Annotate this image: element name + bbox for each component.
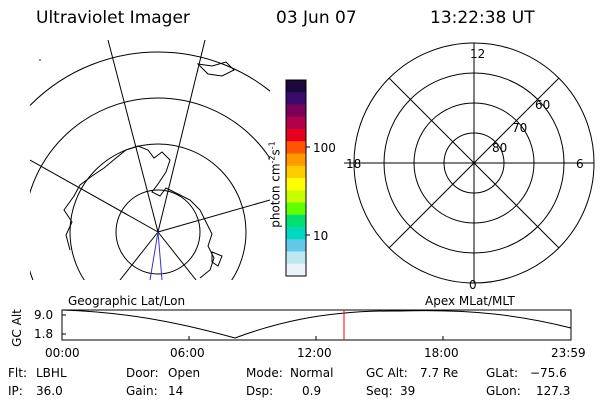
colorbar-segment	[286, 190, 306, 203]
gain-label: Gain:	[126, 384, 158, 398]
dsp-value: 0.9	[302, 384, 322, 398]
geo-meridian-3	[157, 199, 270, 233]
geo-lat-circle-4	[30, 51, 270, 107]
glat-value: −75.6	[530, 366, 567, 380]
door-label: Door:	[126, 366, 159, 380]
x-tick-label-2359: 23:59	[551, 346, 586, 360]
geo-meridian-6	[157, 40, 206, 233]
mlt-label-18: 18	[346, 157, 362, 171]
date-label: 03 Jun 07	[276, 8, 357, 28]
colorbar-segment	[286, 92, 306, 105]
instrument-title: Ultraviolet Imager	[36, 8, 190, 28]
colorbar-frame	[285, 79, 307, 277]
x-tick-label-0000: 00:00	[45, 346, 80, 360]
seq-label: Seq:	[366, 384, 393, 398]
dot-marker	[39, 59, 41, 61]
filter-value: LBHL	[36, 366, 67, 380]
ip-label: IP:	[8, 384, 23, 398]
coastline-east	[211, 251, 223, 267]
orbit-track	[149, 231, 159, 281]
x-tick-label-1800: 18:00	[424, 346, 459, 360]
alt-y-max: 9.0	[34, 308, 54, 322]
glon-label: GLon:	[486, 384, 521, 398]
time-label: 13:22:38 UT	[430, 8, 535, 28]
colorbar-segment	[286, 104, 306, 118]
colorbar-segment	[286, 263, 306, 277]
colorbar-segment	[286, 165, 306, 179]
dsp-label: Dsp:	[246, 384, 274, 398]
colorbar-segment	[286, 227, 306, 240]
geo-lat-circle-3	[30, 97, 270, 280]
unit-main: photon cm	[268, 163, 283, 228]
polar-diagonal-2	[388, 77, 560, 249]
colorbar-unit-label: photon cm-2s-1	[267, 110, 283, 260]
gcalt-label: GC Alt:	[366, 366, 408, 380]
mlt-label-12: 12	[470, 47, 486, 61]
colorbar-segment	[286, 251, 306, 265]
geo-lat-circle-inner	[115, 189, 201, 275]
colorbar-tick-100: 100	[313, 141, 336, 155]
door-value: Open	[168, 366, 201, 380]
orbit-track-2	[157, 231, 163, 281]
x-tick-label-1200: 12:00	[297, 346, 332, 360]
mode-label: Mode:	[246, 366, 283, 380]
lat-label-70: 70	[512, 121, 528, 135]
colorbar-segment	[286, 178, 306, 191]
alt-axis-label: GC Alt	[9, 309, 24, 347]
colorbar-segment	[286, 202, 306, 216]
colorbar-segment	[286, 141, 306, 154]
coastline	[63, 145, 215, 279]
unit-sup-1: -2	[267, 155, 277, 164]
x-tick-label-0600: 06:00	[170, 346, 205, 360]
colorbar-segment	[286, 239, 306, 252]
mode-value: Normal	[290, 366, 334, 380]
filter-label: Flt:	[8, 366, 27, 380]
unit-mid: s	[268, 149, 283, 156]
unit-sup-2: -1	[267, 141, 277, 150]
colorbar-segment	[286, 80, 306, 93]
lat-label-80: 80	[492, 141, 508, 155]
glat-label: GLat:	[486, 366, 519, 380]
geographic-map	[30, 40, 270, 280]
gain-value: 14	[168, 384, 184, 398]
mlt-label-6: 6	[576, 157, 584, 171]
mlt-label-0: 0	[469, 278, 477, 292]
polar-plot	[344, 42, 595, 284]
colorbar	[285, 79, 310, 277]
colorbar-segment	[286, 116, 306, 130]
glon-value: 127.3	[536, 384, 571, 398]
seq-value: 39	[400, 384, 416, 398]
coastline-islands	[196, 61, 235, 77]
lat-label-60: 60	[535, 98, 551, 112]
colorbar-segment	[286, 153, 306, 167]
geographic-label: Geographic Lat/Lon	[68, 294, 186, 308]
gcalt-value: 7.7 Re	[420, 366, 459, 380]
alt-y-min: 1.8	[34, 327, 54, 341]
colorbar-segment	[286, 214, 306, 228]
geo-meridian-4	[157, 231, 197, 280]
alt-curve	[61, 309, 572, 339]
ip-value: 36.0	[36, 384, 63, 398]
geo-meridian-1	[107, 40, 159, 233]
colorbar-segment	[286, 129, 306, 142]
geo-meridian-2	[30, 159, 159, 233]
geo-lat-circle-2	[69, 143, 247, 280]
apex-label: Apex MLat/MLT	[425, 294, 515, 308]
altitude-plot	[61, 309, 572, 341]
colorbar-tick-10: 10	[313, 229, 329, 243]
geo-meridian-5	[119, 231, 159, 280]
